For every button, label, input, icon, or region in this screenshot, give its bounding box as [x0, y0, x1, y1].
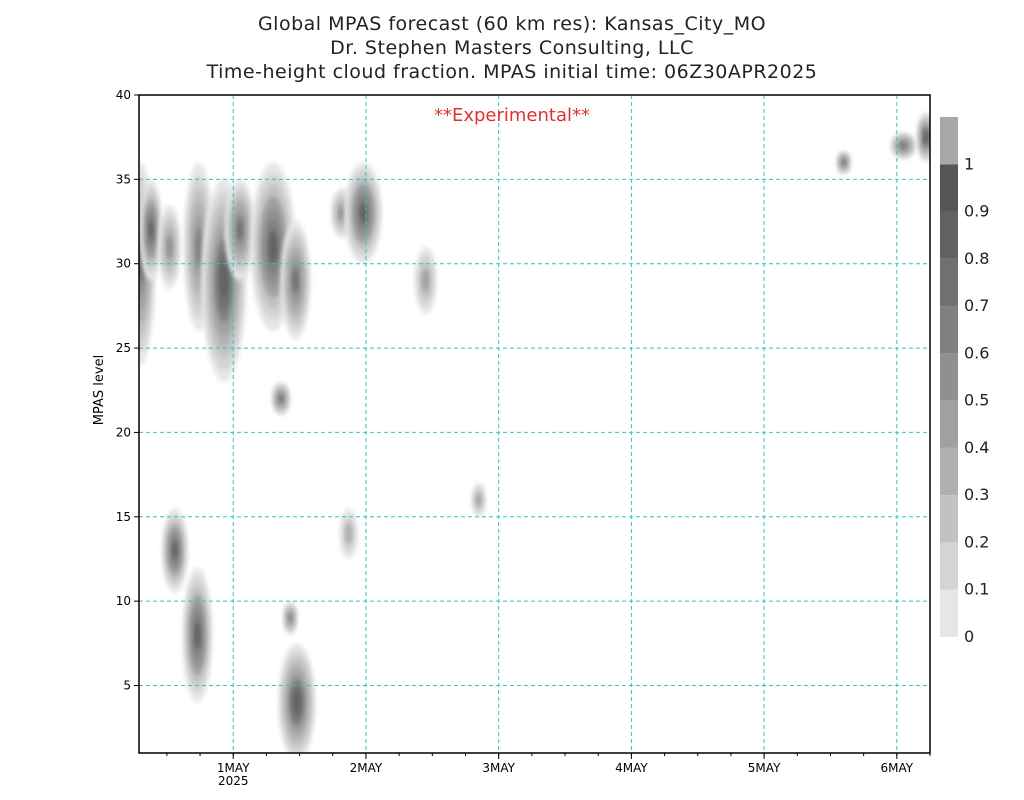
y-tick-label-2: 15 — [116, 510, 131, 524]
cloud-blob-15 — [293, 691, 301, 713]
colorbar-label-0: 0 — [964, 627, 974, 646]
colorbar-box-0 — [940, 589, 958, 637]
colorbar-label-1: 0.1 — [964, 580, 989, 599]
colorbar-box-9 — [940, 164, 958, 212]
y-tick-label-1: 10 — [116, 594, 131, 608]
chart-title-line-3: Time-height cloud fraction. MPAS initial… — [206, 61, 818, 83]
colorbar-box-6 — [940, 306, 958, 354]
y-tick-label-4: 25 — [116, 341, 131, 355]
colorbar-box-8 — [940, 211, 958, 259]
cloud-blob-12 — [172, 542, 178, 559]
cloud-blob-20 — [924, 132, 928, 142]
cloud-blob-13 — [194, 621, 201, 649]
y-tick-label-7: 40 — [116, 88, 131, 102]
chart-title-line-1: Global MPAS forecast (60 km res): Kansas… — [257, 13, 767, 35]
x-tick-sublabel-0: 2025 — [218, 774, 249, 788]
cloud-blob-10 — [359, 202, 368, 224]
colorbar-label-10: 1 — [964, 154, 974, 173]
chart-title-line-2: Dr. Stephen Masters Consulting, LLC — [330, 37, 694, 59]
x-tick-label-4: 5MAY — [748, 761, 781, 775]
cloud-blob-7 — [292, 268, 299, 293]
colorbar-label-9: 0.9 — [964, 202, 989, 221]
colorbar-box-1 — [940, 542, 958, 590]
y-tick-label-6: 35 — [116, 172, 131, 186]
x-tick-label-1: 2MAY — [350, 761, 383, 775]
colorbar: 0 0.1 0.2 0.3 0.4 0.5 0.6 0.7 0.8 0.9 1 — [940, 117, 989, 646]
colorbar-box-7 — [940, 258, 958, 307]
colorbar-label-3: 0.3 — [964, 485, 989, 504]
cloud-blob-17 — [476, 494, 482, 506]
experimental-watermark: **Experimental** — [434, 105, 590, 126]
y-tick-label-3: 20 — [116, 425, 131, 439]
y-tick-label-0: 5 — [123, 679, 131, 693]
colorbar-label-4: 0.4 — [964, 438, 989, 457]
cloud-blob-1 — [148, 219, 154, 241]
cloud-blob-18 — [842, 160, 846, 165]
colorbar-label-8: 0.8 — [964, 249, 989, 268]
y-axis: 5 10 15 20 25 30 35 40 — [116, 88, 139, 693]
x-tick-label-5: 6MAY — [881, 761, 914, 775]
colorbar-box-10 — [940, 117, 958, 165]
cloud-blob-6 — [268, 229, 278, 264]
cloud-blob-8 — [279, 395, 283, 403]
cloud-blob-2 — [166, 235, 173, 259]
cloud-blob-9 — [339, 206, 346, 221]
x-tick-label-3: 4MAY — [615, 761, 648, 775]
colorbar-label-7: 0.7 — [964, 296, 989, 315]
cloud-blob-14 — [288, 614, 293, 622]
x-tick-label-0: 1MAY — [217, 761, 250, 775]
grid-lines — [139, 95, 930, 753]
cloud-fraction-field — [139, 111, 930, 753]
colorbar-box-3 — [940, 447, 958, 496]
cloud-blob-16 — [344, 522, 353, 545]
colorbar-label-6: 0.6 — [964, 343, 989, 362]
colorbar-box-2 — [940, 495, 958, 543]
colorbar-box-5 — [940, 353, 958, 401]
y-axis-label: MPAS level — [92, 355, 107, 425]
colorbar-label-2: 0.2 — [964, 532, 989, 551]
cloud-blob-19 — [900, 142, 907, 149]
colorbar-box-4 — [940, 400, 958, 448]
colorbar-label-5: 0.5 — [964, 391, 989, 410]
x-tick-label-2: 3MAY — [482, 761, 515, 775]
cloud-blob-5 — [236, 219, 243, 241]
y-tick-label-5: 30 — [116, 257, 131, 271]
cloud-blob-3 — [195, 227, 203, 267]
cloud-blob-4 — [220, 262, 228, 299]
cloud-blob-11 — [421, 269, 430, 292]
plot-frame — [138, 94, 931, 754]
